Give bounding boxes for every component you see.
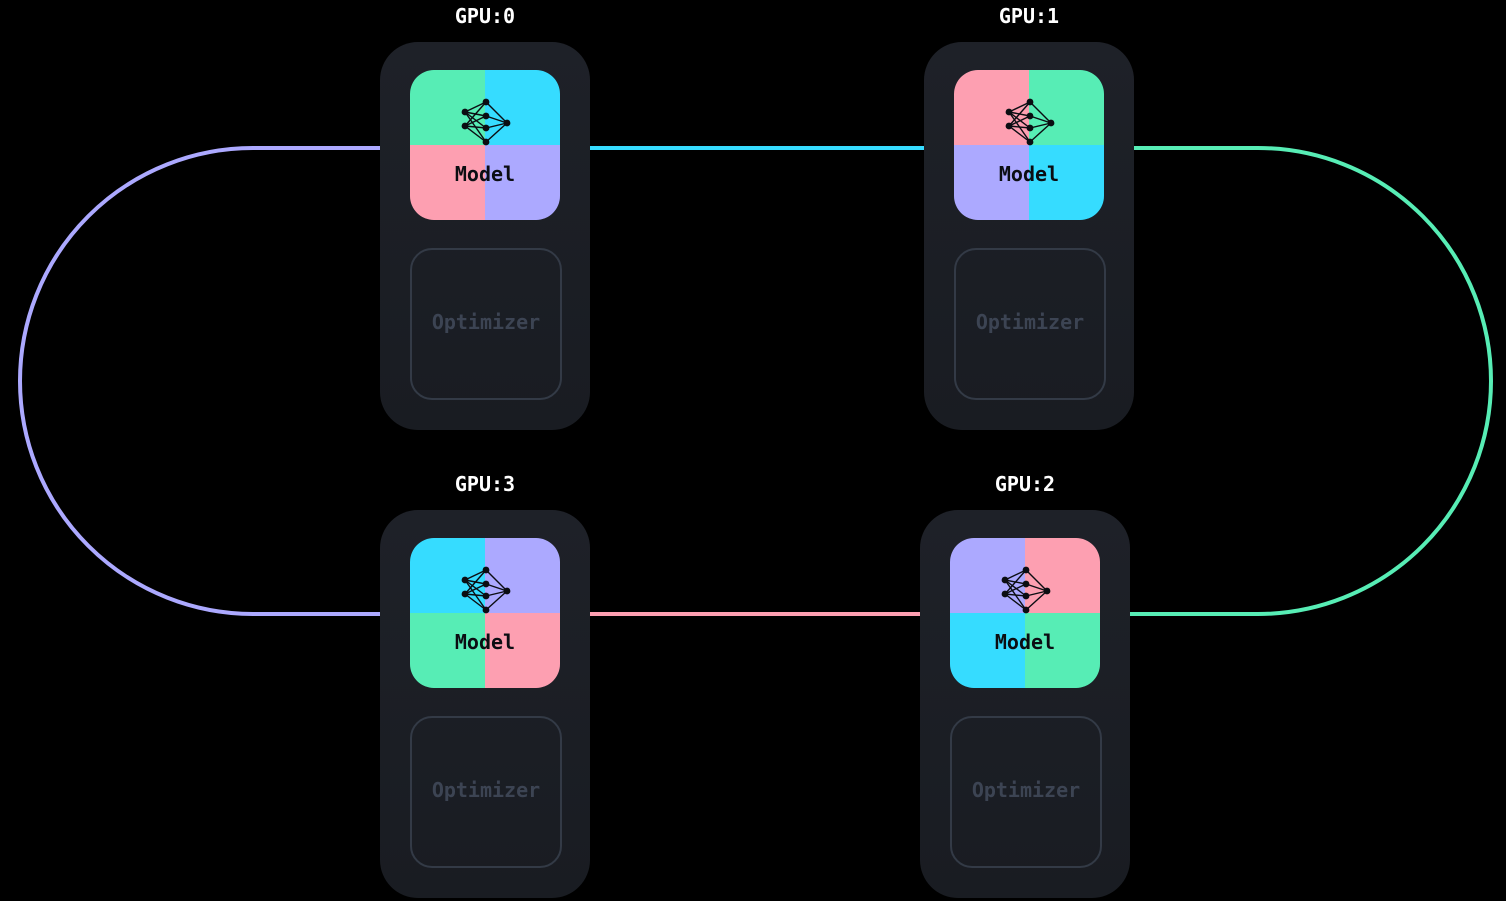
gpu-label: GPU:1 [998, 4, 1060, 28]
model-block: Model [950, 538, 1100, 688]
gpu-card: Model Optimizer [924, 42, 1134, 430]
model-label: Model [454, 630, 516, 654]
model-shard-quadrant [954, 145, 1029, 220]
gpu-card: Model Optimizer [380, 42, 590, 430]
optimizer-block: Optimizer [950, 716, 1102, 868]
optimizer-block: Optimizer [410, 248, 562, 400]
model-shard-quadrant [485, 145, 560, 220]
model-shard-quadrant [1029, 145, 1104, 220]
gpu-card: Model Optimizer [920, 510, 1130, 898]
optimizer-label: Optimizer [431, 778, 541, 802]
optimizer-label: Optimizer [971, 778, 1081, 802]
neural-network-icon [461, 566, 511, 614]
link-gpu3-gpu0 [18, 146, 411, 616]
neural-network-icon [461, 98, 511, 146]
model-shard-quadrant [950, 613, 1025, 688]
model-label: Model [998, 162, 1060, 186]
neural-network-icon [1005, 98, 1055, 146]
model-shard-quadrant [1025, 613, 1100, 688]
gpu-label: GPU:0 [454, 4, 516, 28]
model-shard-quadrant [410, 613, 485, 688]
optimizer-label: Optimizer [431, 310, 541, 334]
model-block: Model [410, 538, 560, 688]
model-label: Model [454, 162, 516, 186]
model-block: Model [954, 70, 1104, 220]
gpu-label: GPU:2 [994, 472, 1056, 496]
optimizer-block: Optimizer [954, 248, 1106, 400]
optimizer-label: Optimizer [975, 310, 1085, 334]
gpu-label: GPU:3 [454, 472, 516, 496]
gpu-card: Model Optimizer [380, 510, 590, 898]
optimizer-block: Optimizer [410, 716, 562, 868]
model-label: Model [994, 630, 1056, 654]
neural-network-icon [1001, 566, 1051, 614]
model-shard-quadrant [410, 145, 485, 220]
model-block: Model [410, 70, 560, 220]
link-gpu1-gpu2 [1100, 146, 1493, 616]
model-shard-quadrant [485, 613, 560, 688]
